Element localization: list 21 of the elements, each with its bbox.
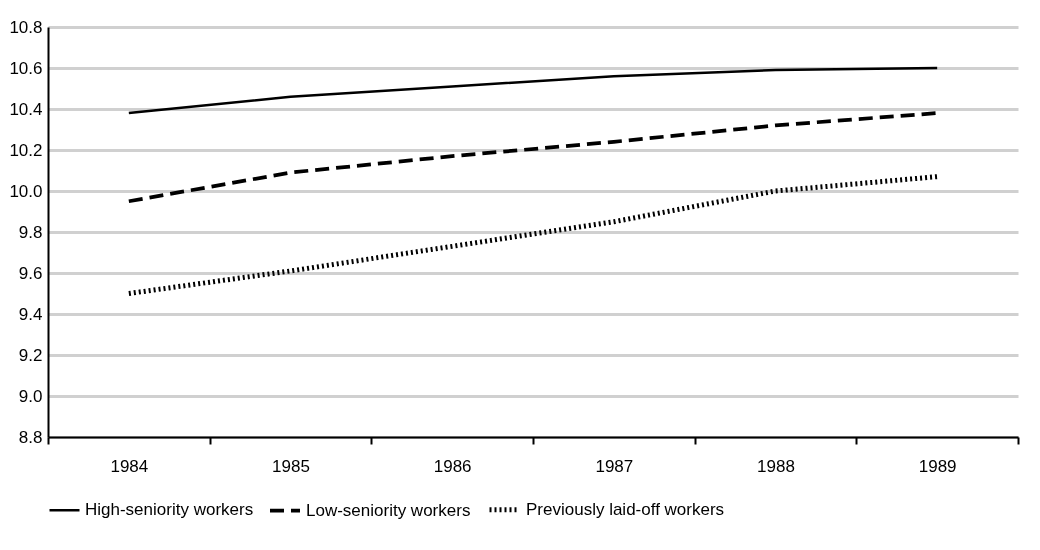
x-tick-label: 1985	[272, 456, 310, 476]
y-tick-label: 10.2	[9, 140, 43, 160]
x-tick-label: 1986	[433, 456, 472, 476]
y-tick-label: 9.8	[18, 222, 43, 242]
y-tick-label: 8.8	[18, 427, 43, 447]
x-tick-label: 1989	[918, 456, 957, 476]
y-tick-label: 10.8	[9, 17, 43, 37]
line-series	[127, 66, 939, 115]
legend-label: Previously laid-off workers	[526, 499, 725, 519]
y-tick-label: 9.6	[18, 263, 43, 283]
x-tick-label: 1984	[110, 456, 149, 476]
legend-label: Low-seniority workers	[306, 500, 471, 520]
y-tick-label: 9.4	[18, 304, 43, 324]
y-tick-label: 10.4	[9, 99, 43, 119]
y-tick-label: 10.0	[9, 181, 43, 201]
x-tick-label: 1988	[757, 456, 795, 476]
legend-label: High-seniority workers	[85, 500, 254, 520]
y-tick-label: 9.2	[18, 345, 43, 365]
x-tick-label: 1987	[595, 456, 634, 476]
y-tick-label: 10.6	[9, 58, 43, 78]
y-tick-label: 9.0	[18, 386, 43, 406]
